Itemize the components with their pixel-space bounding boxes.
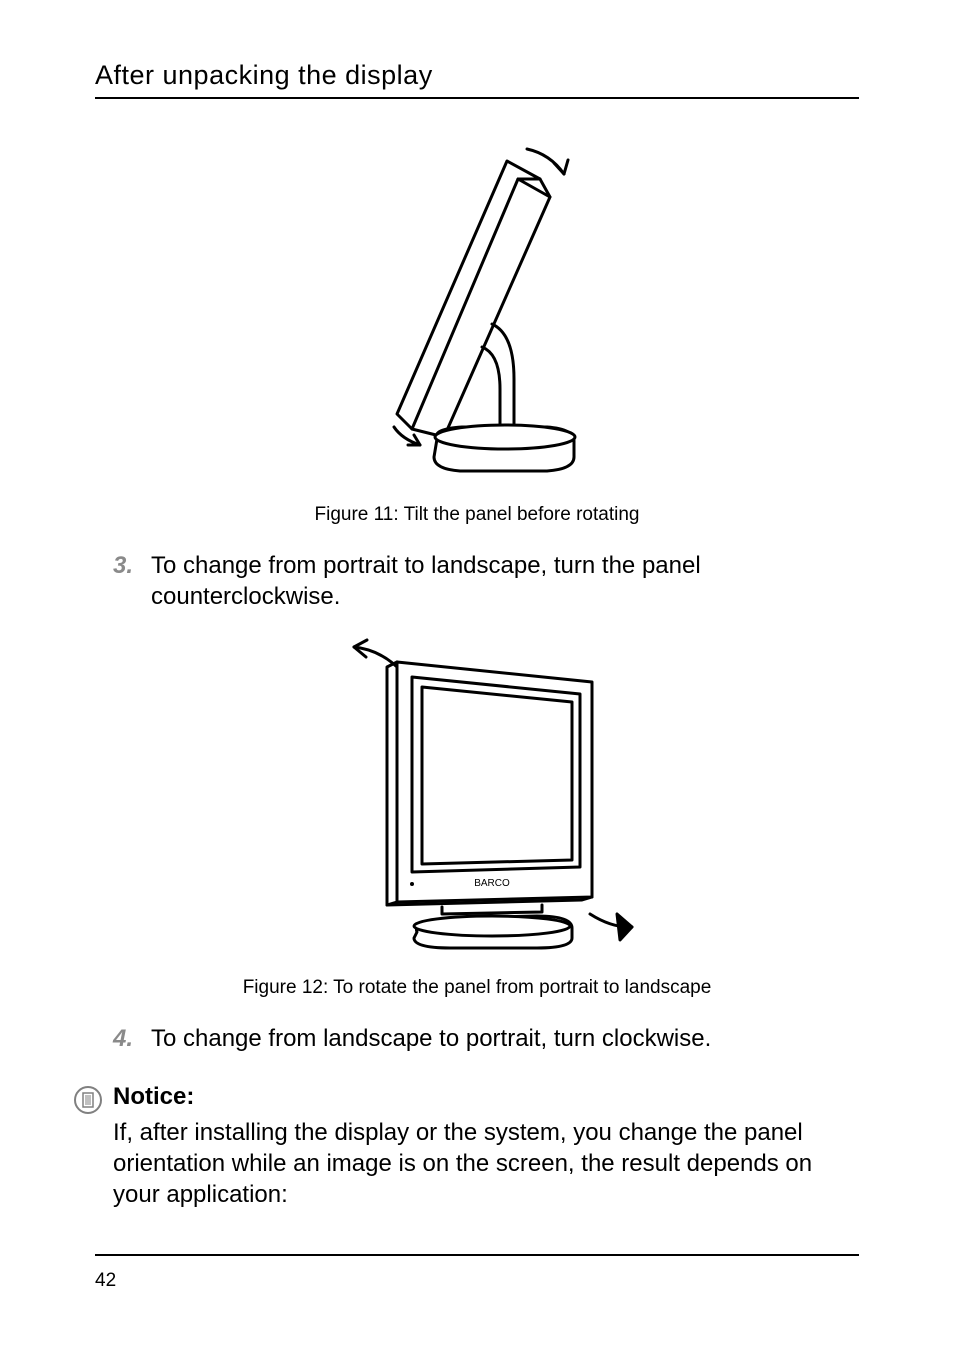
- notice-title: Notice:: [113, 1083, 859, 1111]
- notice-block: Notice: If, after installing the display…: [73, 1083, 859, 1211]
- step-3: 3. To change from portrait to landscape,…: [113, 550, 859, 612]
- rotate-panel-illustration: BARCO: [292, 632, 662, 952]
- notice-text: If, after installing the display or the …: [113, 1117, 859, 1211]
- page-footer: 42: [95, 1254, 859, 1292]
- step-4-text: To change from landscape to portrait, tu…: [151, 1023, 859, 1054]
- header-title: After unpacking the display: [95, 60, 859, 91]
- step-4: 4. To change from landscape to portrait,…: [113, 1023, 859, 1054]
- figure-12-caption: Figure 12: To rotate the panel from port…: [95, 977, 859, 999]
- page-header: After unpacking the display: [95, 60, 859, 99]
- step-4-number: 4.: [113, 1023, 151, 1054]
- monitor-brand-label: BARCO: [474, 878, 510, 889]
- step-3-text: To change from portrait to landscape, tu…: [151, 550, 859, 612]
- figure-12: BARCO: [95, 632, 859, 957]
- notice-icon: [73, 1083, 113, 1211]
- step-3-number: 3.: [113, 550, 151, 612]
- page-number: 42: [95, 1270, 859, 1292]
- tilt-panel-illustration: [342, 139, 612, 479]
- figure-11: [95, 139, 859, 484]
- figure-11-caption: Figure 11: Tilt the panel before rotatin…: [95, 504, 859, 526]
